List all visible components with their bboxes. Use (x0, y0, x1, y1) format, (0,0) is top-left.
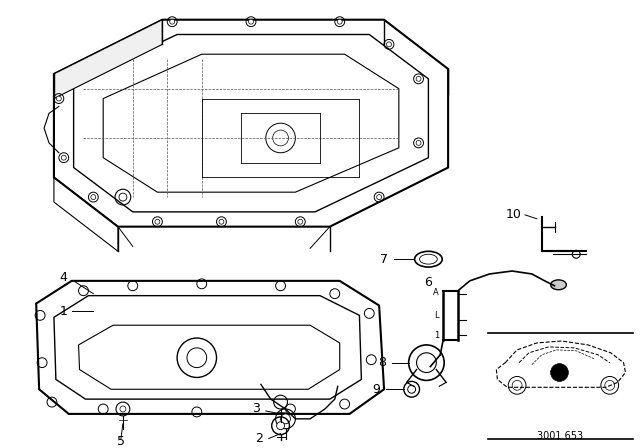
Circle shape (248, 19, 253, 24)
Text: A: A (433, 288, 439, 297)
Circle shape (219, 219, 224, 224)
Text: 8: 8 (378, 356, 386, 369)
Circle shape (91, 194, 96, 199)
Circle shape (61, 155, 66, 160)
Circle shape (416, 76, 421, 81)
Circle shape (280, 414, 291, 424)
Text: 3: 3 (252, 402, 260, 415)
Text: L: L (434, 311, 438, 320)
Circle shape (550, 364, 568, 381)
Text: 6: 6 (424, 276, 433, 289)
Text: 2: 2 (255, 432, 263, 445)
Text: 4: 4 (60, 271, 68, 284)
Text: 1: 1 (434, 331, 439, 340)
Circle shape (155, 219, 160, 224)
Circle shape (298, 219, 303, 224)
Circle shape (337, 19, 342, 24)
Circle shape (170, 19, 175, 24)
Text: 7: 7 (380, 253, 388, 266)
Circle shape (276, 422, 285, 430)
Text: 10: 10 (505, 208, 521, 221)
Polygon shape (54, 20, 163, 99)
Text: 5: 5 (117, 435, 125, 448)
Text: 1: 1 (60, 305, 68, 318)
Circle shape (377, 194, 381, 199)
Circle shape (416, 140, 421, 145)
Circle shape (56, 96, 61, 101)
Text: 3001 653: 3001 653 (538, 431, 584, 440)
Circle shape (387, 42, 392, 47)
Ellipse shape (550, 280, 566, 290)
Text: 9: 9 (372, 383, 380, 396)
